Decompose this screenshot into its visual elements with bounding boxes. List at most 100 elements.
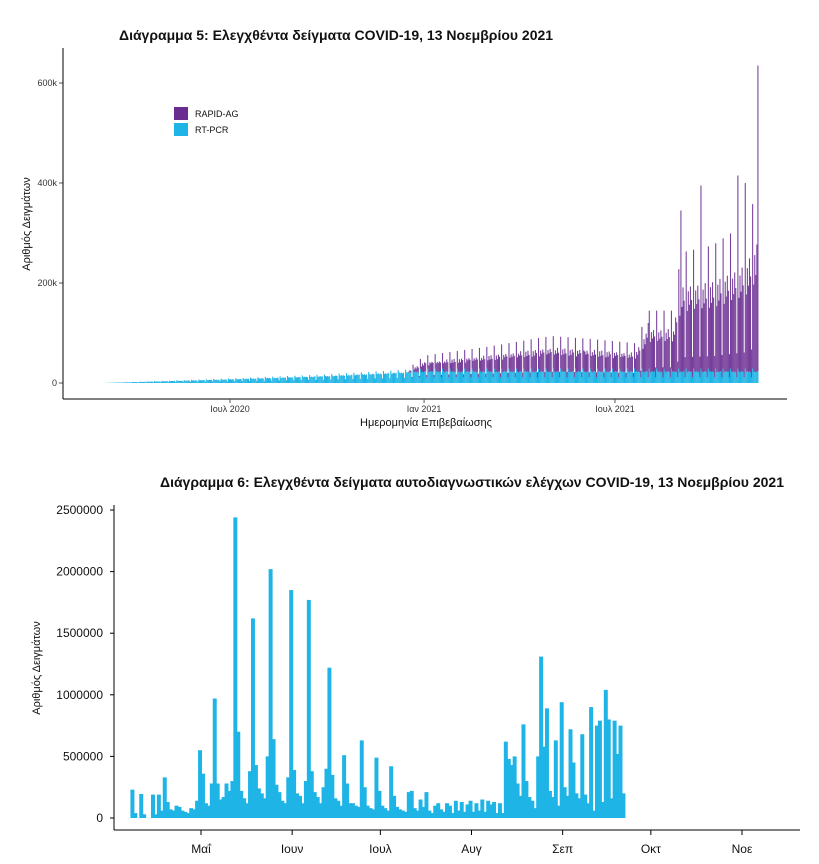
bar-rt-pcr [434,368,436,383]
bar-rt-pcr [241,381,243,383]
bar-rapid-ag [427,355,429,369]
bar-rt-pcr [292,377,294,383]
bar-rt-pcr [531,372,533,383]
bar-rt-pcr [553,371,555,383]
bar-rt-pcr [389,378,391,383]
bar-rapid-ag [463,374,465,378]
bar-rt-pcr [670,368,672,383]
bar [186,813,191,818]
bar-rt-pcr [620,371,622,383]
bar [533,808,538,818]
bar-rapid-ag [671,341,674,372]
bar-rt-pcr [436,372,438,383]
bar-rt-pcr [533,372,535,383]
bar-rt-pcr [487,371,489,383]
bar-rt-pcr [645,371,647,383]
bar [253,765,258,818]
bar-rt-pcr [505,372,507,383]
bar [486,800,491,818]
bar-rt-pcr [120,382,122,383]
bar-rt-pcr [503,371,505,383]
bar-rt-pcr [354,375,356,383]
bar-rapid-ag [587,353,589,372]
bar-rt-pcr [534,371,536,383]
bar-rapid-ag [665,332,667,373]
bar-rt-pcr [736,377,738,383]
bar-rt-pcr [528,372,530,383]
bar-rt-pcr [140,381,142,383]
bar-rapid-ag [670,310,672,369]
bar-rt-pcr [179,380,181,383]
bar [206,805,211,818]
bar [415,810,420,818]
bar-rt-pcr [468,372,470,383]
bar [156,794,161,818]
bar-rt-pcr [475,372,477,383]
bar [177,806,182,818]
bar-rt-pcr [150,381,152,383]
bar-rt-pcr [368,371,370,383]
bar-rt-pcr [474,371,476,383]
bar-rt-pcr [604,368,606,383]
bar-rt-pcr [753,372,755,383]
bar-rt-pcr [657,371,659,383]
bar-rt-pcr [285,380,287,383]
bar [224,783,229,818]
bar [371,809,376,818]
bar-rapid-ag [550,352,552,372]
bar-rt-pcr [590,371,592,383]
bar-rapid-ag [640,370,642,378]
bar-rapid-ag [751,349,753,378]
bar-rapid-ag [461,358,463,372]
bar [565,795,570,818]
bar-rt-pcr [635,371,637,383]
bar [359,740,364,818]
bar-rt-pcr [665,372,667,383]
bar-rt-pcr [511,371,513,383]
bar [542,746,547,818]
bar [180,810,185,818]
bar-rt-pcr [548,371,550,383]
bar-rapid-ag [713,297,715,373]
bar-rt-pcr [154,381,156,383]
bar-rapid-ag [706,356,708,378]
bar-rt-pcr [669,377,671,383]
bar [447,805,452,818]
bar-rapid-ag [622,356,624,372]
bar-rt-pcr [349,375,351,383]
bar-rapid-ag [651,338,653,372]
bar-rt-pcr [449,368,451,383]
bar [215,783,220,818]
bar-rt-pcr [169,381,171,383]
bar-rapid-ag [423,365,425,373]
bar-rapid-ag [620,357,622,372]
bar-rt-pcr [447,372,449,383]
bar-rapid-ag [683,300,685,372]
bar-rt-pcr [632,377,634,383]
bar-rapid-ag [570,354,572,373]
bar-rapid-ag [693,249,695,369]
bar-rt-pcr [404,377,406,383]
bar [483,811,488,818]
bar-rt-pcr [585,371,587,383]
bar-rapid-ag [563,354,565,373]
bar-rt-pcr [541,371,543,383]
bar-rt-pcr [726,372,728,383]
bar-rapid-ag [605,357,607,373]
bar-rt-pcr [579,372,581,383]
bar-rapid-ag [724,281,726,372]
bar-rt-pcr [697,372,699,383]
bar-rt-pcr [471,368,473,383]
bar-rapid-ag [549,348,551,373]
bar [171,810,176,818]
bar-rt-pcr [676,372,678,383]
bar-rt-pcr [165,381,167,383]
x-tick-label: Ιαν 2021 [407,404,442,414]
bar-rt-pcr [625,377,627,383]
bar-rt-pcr [202,380,204,383]
bar-rapid-ag [739,275,741,373]
bar [165,801,170,818]
bar-rapid-ag [438,361,440,373]
bar-rt-pcr [677,377,679,383]
bar-rapid-ag [554,350,556,373]
